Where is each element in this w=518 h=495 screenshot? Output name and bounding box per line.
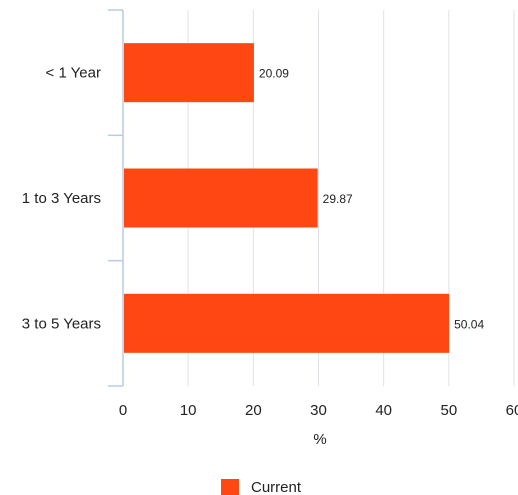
- x-tick-label-60: 60: [506, 402, 518, 419]
- x-tick-label-30: 30: [310, 402, 327, 419]
- category-label-1: 1 to 3 Years: [22, 190, 101, 207]
- x-tick-label-20: 20: [245, 402, 262, 419]
- x-tick-labels: 0 10 20 30 40 50 60: [119, 402, 518, 419]
- category-label-0: < 1 Year: [46, 65, 101, 82]
- legend: Current: [221, 479, 302, 495]
- legend-swatch-current: [221, 479, 239, 495]
- x-tick-label-10: 10: [180, 402, 197, 419]
- value-label-1: 29.87: [323, 192, 353, 206]
- x-axis-title: %: [313, 431, 326, 448]
- bar-0: [124, 43, 254, 103]
- category-label-2: 3 to 5 Years: [22, 315, 101, 332]
- bar-2: [124, 293, 450, 353]
- value-labels: 20.09 29.87 50.04: [259, 67, 485, 332]
- x-tick-label-50: 50: [440, 402, 457, 419]
- x-tick-label-40: 40: [375, 402, 392, 419]
- y-axis: [108, 9, 124, 387]
- x-tick-label-0: 0: [119, 402, 127, 419]
- legend-label-current: Current: [251, 479, 302, 495]
- bar-1: [124, 168, 318, 228]
- value-label-2: 50.04: [454, 317, 484, 331]
- category-labels: < 1 Year 1 to 3 Years 3 to 5 Years: [22, 65, 101, 333]
- bars: [124, 43, 450, 353]
- value-label-0: 20.09: [259, 67, 289, 81]
